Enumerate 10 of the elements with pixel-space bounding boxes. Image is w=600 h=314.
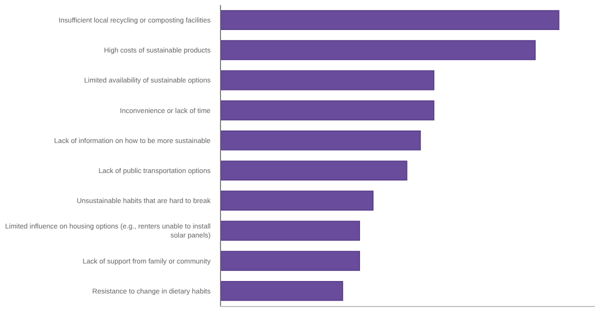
bar — [221, 160, 408, 181]
bar — [221, 280, 344, 301]
bar — [221, 100, 434, 120]
bar — [221, 250, 360, 271]
bar — [221, 130, 421, 150]
bar — [221, 70, 434, 90]
bar — [221, 220, 360, 241]
bar — [221, 40, 536, 60]
bar — [221, 10, 560, 30]
bar — [221, 190, 374, 211]
